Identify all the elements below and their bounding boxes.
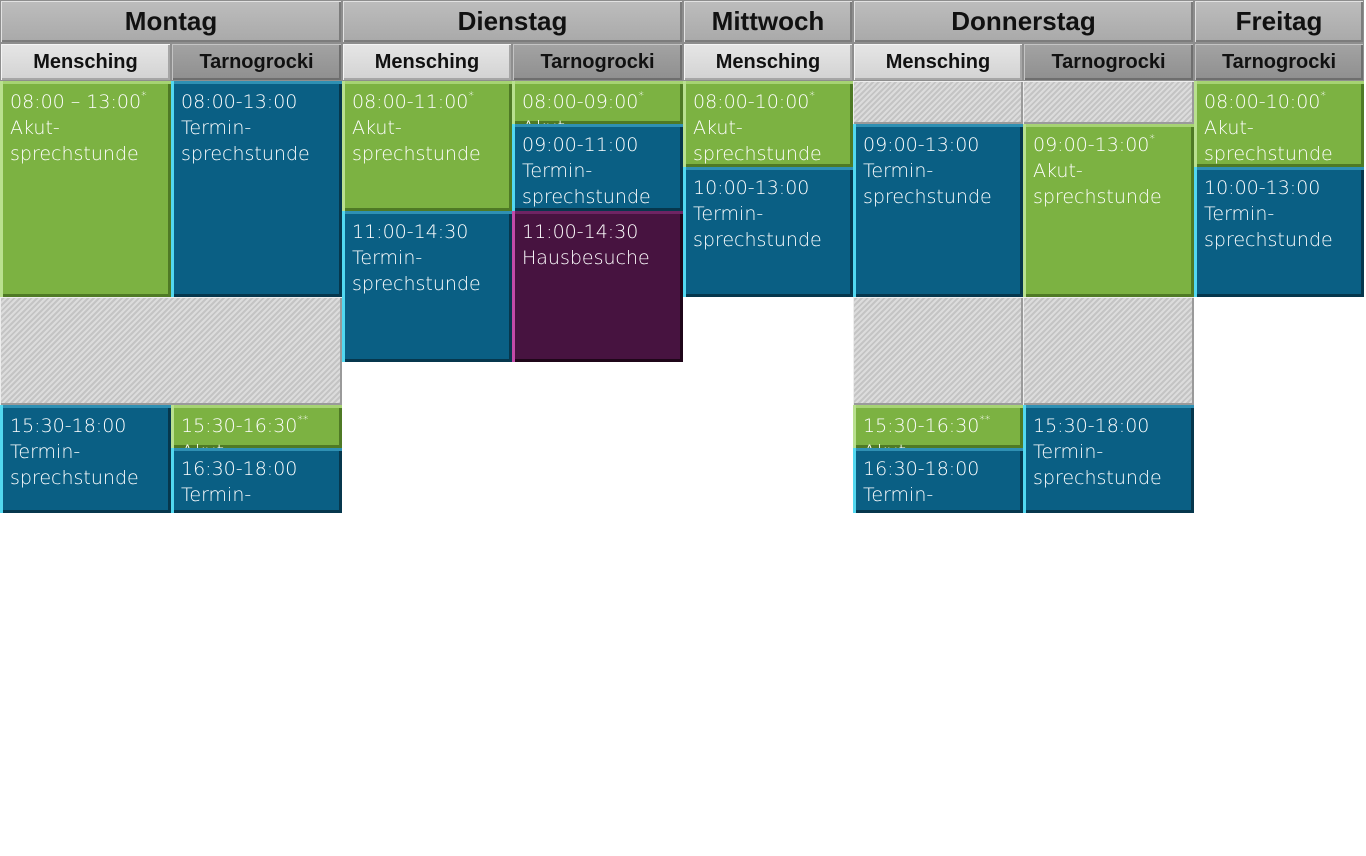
slot-time: 08:00-09:00* — [522, 89, 644, 113]
footnote-mark: * — [468, 89, 474, 102]
footnote-mark: * — [1149, 132, 1155, 145]
slot-type-label: Termin- sprechstunde — [1033, 441, 1162, 489]
slot-type-label: Akut- sprechstunde — [10, 117, 139, 165]
closed-period — [1023, 81, 1194, 124]
footnote-mark: ** — [297, 413, 309, 426]
slot-haus: 11:00-14:30 Hausbesuche — [512, 211, 683, 362]
slot-type-label: Termin- sprechstunde — [863, 484, 992, 513]
slot-time: 15:30-16:30** — [863, 413, 991, 437]
slot-type-label: Akut- sprechstunde — [181, 439, 332, 448]
slot-akut: 08:00-10:00* Akut- sprechstunde — [1194, 81, 1364, 167]
slot-time: 08:00-11:00* — [352, 89, 474, 113]
slot-akut: 08:00-11:00* Akut- sprechstunde — [342, 81, 512, 211]
slot-type-label: Termin- sprechstunde — [522, 160, 651, 208]
slot-time: 10:00-13:00 — [1204, 177, 1321, 199]
slot-type-label: Akut- sprechstunde — [522, 115, 673, 124]
slot-time: 08:00-10:00* — [693, 89, 815, 113]
slot-termin: 15:30-18:00 Termin- sprechstunde — [0, 405, 171, 513]
slot-termin: 09:00-11:00 Termin- sprechstunde — [512, 124, 683, 211]
slot-time: 16:30-18:00 — [181, 458, 298, 480]
slot-time: 08:00 – 13:00* — [10, 89, 147, 113]
doctor-header-montag-tarnogrocki: Tarnogrocki — [171, 43, 342, 81]
slot-type-label: Akut- sprechstunde — [1033, 160, 1162, 208]
slot-akut: 15:30-16:30** Akut- sprechstunde — [853, 405, 1023, 448]
slot-akut: 08:00-09:00* Akut- sprechstunde — [512, 81, 683, 124]
slot-time: 15:30-16:30** — [181, 413, 309, 437]
day-header-mittwoch: Mittwoch — [683, 0, 853, 43]
doctor-header-donnerstag-tarnogrocki: Tarnogrocki — [1023, 43, 1194, 81]
doctor-header-dienstag-tarnogrocki: Tarnogrocki — [512, 43, 683, 81]
slot-time: 11:00-14:30 — [522, 221, 639, 243]
closed-period — [853, 297, 1023, 405]
slot-time: 09:00-13:00 — [863, 134, 980, 156]
slot-termin: 08:00-13:00 Termin- sprechstunde — [171, 81, 342, 297]
slot-type-label: Termin- sprechstunde — [352, 247, 481, 295]
doctor-header-dienstag-mensching: Mensching — [342, 43, 512, 81]
footnote-mark: ** — [979, 413, 991, 426]
day-header-dienstag: Dienstag — [342, 0, 683, 43]
slot-time: 08:00-13:00 — [181, 91, 298, 113]
day-header-freitag: Freitag — [1194, 0, 1364, 43]
footnote-mark: * — [638, 89, 644, 102]
slot-termin: 11:00-14:30 Termin- sprechstunde — [342, 211, 512, 362]
slot-termin: 10:00-13:00 Termin- sprechstunde — [683, 167, 853, 297]
slot-type-label: Termin- sprechstunde — [181, 484, 310, 513]
day-header-montag: Montag — [0, 0, 342, 43]
slot-termin: 16:30-18:00 Termin- sprechstunde — [853, 448, 1023, 513]
slot-time: 09:00-11:00 — [522, 134, 639, 156]
slot-type-label: Termin- sprechstunde — [863, 160, 992, 208]
slot-type-label: Akut- sprechstunde — [352, 117, 481, 165]
footnote-mark: * — [141, 89, 147, 102]
slot-type-label: Hausbesuche — [522, 247, 650, 269]
slot-termin: 10:00-13:00 Termin- sprechstunde — [1194, 167, 1364, 297]
footnote-mark: * — [809, 89, 815, 102]
slot-akut: 09:00-13:00* Akut- sprechstunde — [1023, 124, 1194, 297]
slot-time: 09:00-13:00* — [1033, 132, 1155, 156]
slot-time: 16:30-18:00 — [863, 458, 980, 480]
footnote-mark: * — [1320, 89, 1326, 102]
slot-type-label: Termin- sprechstunde — [1204, 203, 1333, 251]
slot-time: 08:00-10:00* — [1204, 89, 1326, 113]
doctor-header-mittwoch-mensching: Mensching — [683, 43, 853, 81]
slot-termin: 09:00-13:00 Termin- sprechstunde — [853, 124, 1023, 297]
doctor-header-montag-mensching: Mensching — [0, 43, 171, 81]
closed-period — [853, 81, 1023, 124]
slot-akut: 08:00 – 13:00* Akut- sprechstunde — [0, 81, 171, 297]
slot-akut: 15:30-16:30** Akut- sprechstunde — [171, 405, 342, 448]
slot-type-label: Akut- sprechstunde — [693, 117, 822, 165]
slot-type-label: Termin- sprechstunde — [693, 203, 822, 251]
day-header-donnerstag: Donnerstag — [853, 0, 1194, 43]
slot-type-label: Akut- sprechstunde — [1204, 117, 1333, 165]
slot-type-label: Termin- sprechstunde — [181, 117, 310, 165]
slot-type-label: Akut- sprechstunde — [863, 439, 1013, 448]
slot-akut: 08:00-10:00* Akut- sprechstunde — [683, 81, 853, 167]
slot-time: 15:30-18:00 — [1033, 415, 1150, 437]
slot-time: 11:00-14:30 — [352, 221, 469, 243]
slot-type-label: Termin- sprechstunde — [10, 441, 139, 489]
slot-time: 10:00-13:00 — [693, 177, 810, 199]
slot-time: 15:30-18:00 — [10, 415, 127, 437]
slot-termin: 16:30-18:00 Termin- sprechstunde — [171, 448, 342, 513]
closed-period — [0, 297, 342, 405]
doctor-header-donnerstag-mensching: Mensching — [853, 43, 1023, 81]
closed-period — [1023, 297, 1194, 405]
slot-termin: 15:30-18:00 Termin- sprechstunde — [1023, 405, 1194, 513]
doctor-header-freitag-tarnogrocki: Tarnogrocki — [1194, 43, 1364, 81]
